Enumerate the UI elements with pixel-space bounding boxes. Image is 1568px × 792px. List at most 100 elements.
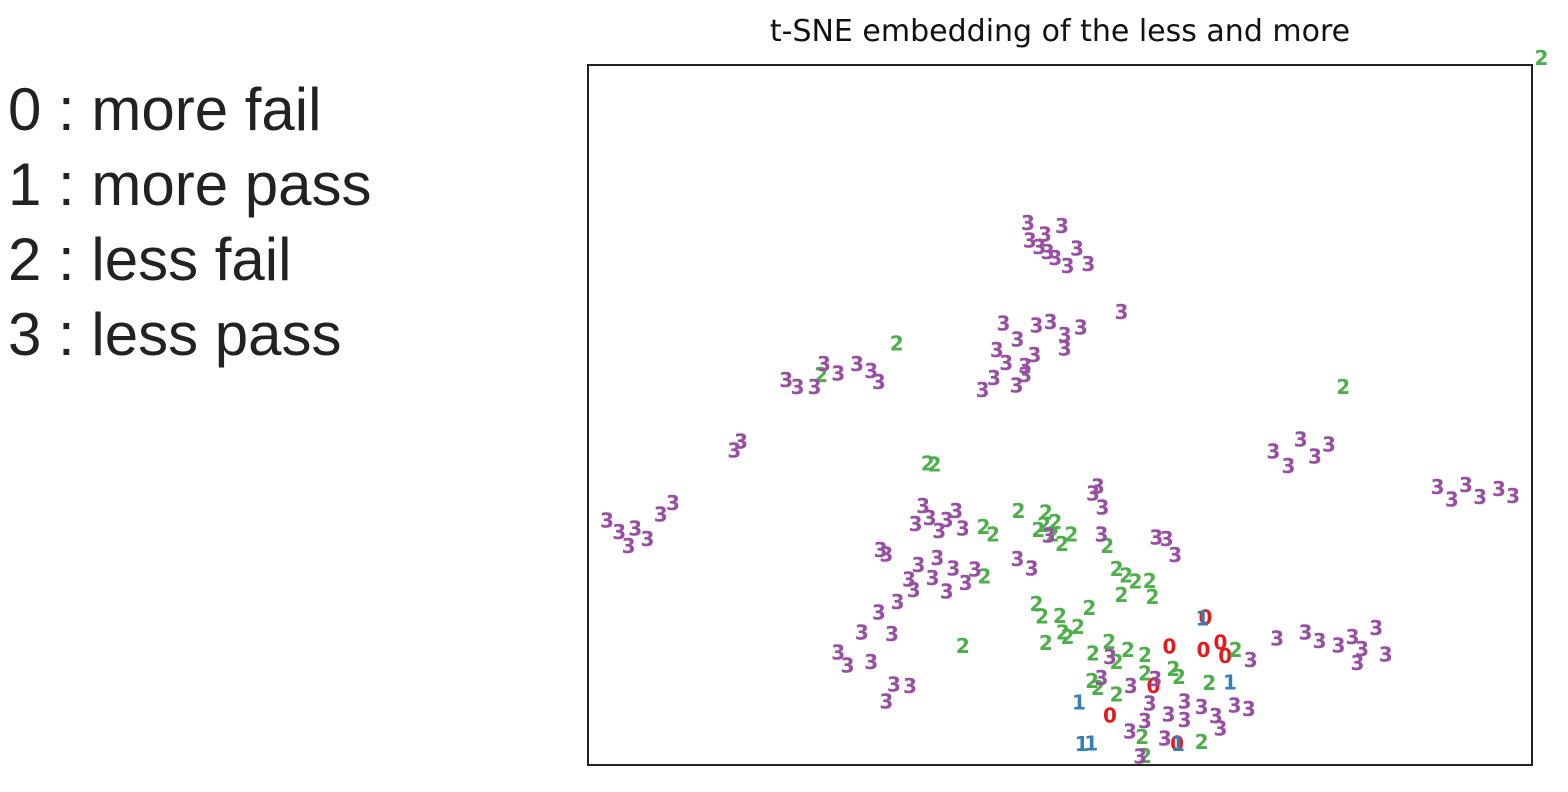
point-class-3: 3 <box>1095 523 1109 547</box>
legend-label: more pass <box>91 151 372 218</box>
point-class-3: 3 <box>1313 629 1327 653</box>
point-class-2: 2 <box>1129 570 1143 594</box>
point-class-2: 2 <box>1045 523 1059 547</box>
legend-separator: : <box>41 226 92 293</box>
point-class-2: 2 <box>1166 657 1180 681</box>
point-class-3: 3 <box>946 556 960 580</box>
point-class-2: 2 <box>1091 676 1105 700</box>
point-class-3: 3 <box>874 538 888 562</box>
legend-item-1: 1 : more pass <box>8 147 372 222</box>
point-class-2: 2 <box>1071 615 1085 639</box>
point-class-3: 3 <box>1332 633 1346 657</box>
point-class-0: 0 <box>1170 731 1184 755</box>
point-class-2: 2 <box>1082 596 1096 620</box>
point-class-0: 0 <box>1214 631 1228 655</box>
point-class-2: 2 <box>1114 583 1128 607</box>
point-class-3: 3 <box>817 352 831 376</box>
point-class-3: 3 <box>791 375 805 399</box>
point-class-3: 3 <box>1114 300 1128 324</box>
point-class-3: 3 <box>1095 666 1109 690</box>
point-class-3: 3 <box>976 378 990 402</box>
point-class-3: 3 <box>879 689 893 713</box>
point-class-3: 3 <box>1308 444 1322 468</box>
point-class-3: 3 <box>1038 222 1052 246</box>
point-class-3: 3 <box>923 506 937 530</box>
point-class-3: 3 <box>1041 240 1055 264</box>
point-class-3: 3 <box>1178 708 1192 732</box>
point-class-2: 2 <box>978 565 992 589</box>
point-class-2: 2 <box>1053 604 1067 628</box>
plot-frame <box>587 64 1533 766</box>
point-class-3: 3 <box>879 542 893 566</box>
point-class-3: 3 <box>1074 316 1088 340</box>
point-class-2: 2 <box>1110 682 1124 706</box>
point-class-3: 3 <box>940 508 954 532</box>
point-class-3: 3 <box>1086 481 1100 505</box>
legend-code: 0 <box>8 76 42 143</box>
point-class-0: 0 <box>1197 638 1211 662</box>
point-class-3: 3 <box>887 673 901 697</box>
point-class-0: 0 <box>1218 644 1232 668</box>
point-class-3: 3 <box>1473 485 1487 509</box>
point-class-2: 2 <box>1012 499 1026 523</box>
point-class-3: 3 <box>949 499 963 523</box>
point-class-1: 1 <box>1084 731 1098 755</box>
point-class-2: 2 <box>1336 375 1350 399</box>
point-class-2: 2 <box>1135 725 1149 749</box>
legend-code: 2 <box>8 226 42 293</box>
point-class-3: 3 <box>850 352 864 376</box>
legend-separator: : <box>41 151 92 218</box>
point-class-2: 2 <box>1056 621 1070 645</box>
point-class-2: 2 <box>1048 510 1062 534</box>
point-class-3: 3 <box>1018 363 1032 387</box>
point-class-3: 3 <box>1138 709 1152 733</box>
point-class-3: 3 <box>628 516 642 540</box>
point-class-2: 2 <box>1121 638 1135 662</box>
point-class-2: 2 <box>1138 661 1152 685</box>
point-class-3: 3 <box>1032 235 1046 259</box>
point-class-3: 3 <box>1322 432 1336 456</box>
point-class-3: 3 <box>968 558 982 582</box>
point-class-3: 3 <box>1011 327 1025 351</box>
point-class-0: 0 <box>1147 674 1161 698</box>
legend-item-3: 3 : less pass <box>8 297 372 372</box>
point-class-3: 3 <box>872 370 886 394</box>
point-class-2: 2 <box>927 453 941 477</box>
point-class-3: 3 <box>909 512 923 536</box>
point-class-2: 2 <box>1202 671 1216 695</box>
point-class-3: 3 <box>864 359 878 383</box>
point-class-3: 3 <box>907 578 921 602</box>
legend-label: less pass <box>91 301 342 368</box>
point-class-2: 2 <box>890 332 904 356</box>
point-class-2: 2 <box>921 451 935 475</box>
point-class-2: 2 <box>1138 643 1152 667</box>
point-class-3: 3 <box>841 654 855 678</box>
point-class-3: 3 <box>641 527 655 551</box>
point-class-3: 3 <box>902 568 916 592</box>
point-class-2: 2 <box>1029 592 1043 616</box>
point-class-3: 3 <box>1266 439 1280 463</box>
point-class-3: 3 <box>996 311 1010 335</box>
point-class-3: 3 <box>872 600 886 624</box>
point-class-3: 3 <box>999 351 1013 375</box>
point-class-2: 2 <box>1110 650 1124 674</box>
point-class-3: 3 <box>666 491 680 515</box>
point-class-3: 3 <box>1355 637 1369 661</box>
point-class-3: 3 <box>926 566 940 590</box>
point-class-3: 3 <box>1021 211 1035 235</box>
point-class-3: 3 <box>654 502 668 526</box>
legend-item-0: 0 : more fail <box>8 72 372 147</box>
point-class-3: 3 <box>831 362 845 386</box>
point-class-3: 3 <box>1270 626 1284 650</box>
legend-item-2: 2 : less fail <box>8 222 372 297</box>
point-class-3: 3 <box>1178 689 1192 713</box>
point-class-1: 1 <box>1075 732 1089 756</box>
point-class-3: 3 <box>1369 616 1383 640</box>
point-class-3: 3 <box>1209 704 1223 728</box>
point-class-1: 1 <box>1072 691 1086 715</box>
point-class-3: 3 <box>956 516 970 540</box>
point-class-1: 1 <box>1223 670 1237 694</box>
legend-code: 1 <box>8 151 42 218</box>
point-class-3: 3 <box>1103 645 1117 669</box>
